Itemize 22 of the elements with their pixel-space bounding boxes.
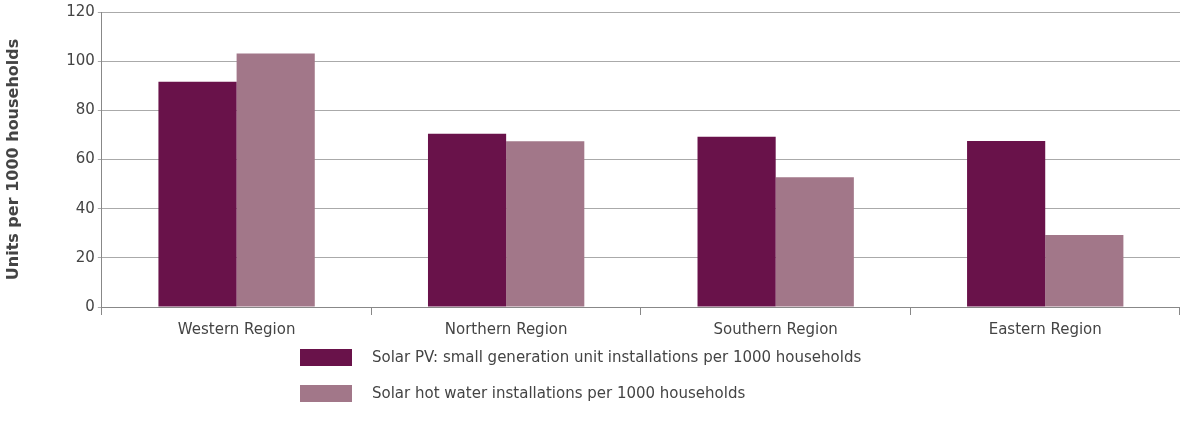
y-tick-label: 80 [75,100,95,119]
x-tick-label: Southern Region [713,319,838,338]
y-axis-title: Units per 1000 households [2,38,22,281]
y-tick-label: 20 [75,247,95,266]
bar [158,81,237,307]
bar [236,53,315,307]
legend-label: Solar hot water installations per 1000 households [372,384,746,402]
x-tick-label: Northern Region [444,319,568,338]
y-tick-label: 120 [66,1,95,20]
x-tick-label: Eastern Region [988,319,1102,338]
y-tick-label: 40 [75,198,95,217]
bar [427,133,507,307]
y-tick-label: 60 [75,149,95,168]
legend-label: Solar PV: small generation unit installations per 1000 households [372,348,862,366]
y-tick-label: 0 [85,296,95,315]
bar [1045,234,1124,307]
bar [697,136,776,307]
bar [775,177,854,307]
y-tick-label: 100 [66,51,95,70]
bar [506,141,585,307]
bar [967,141,1046,307]
x-tick-label: Western Region [177,319,296,338]
